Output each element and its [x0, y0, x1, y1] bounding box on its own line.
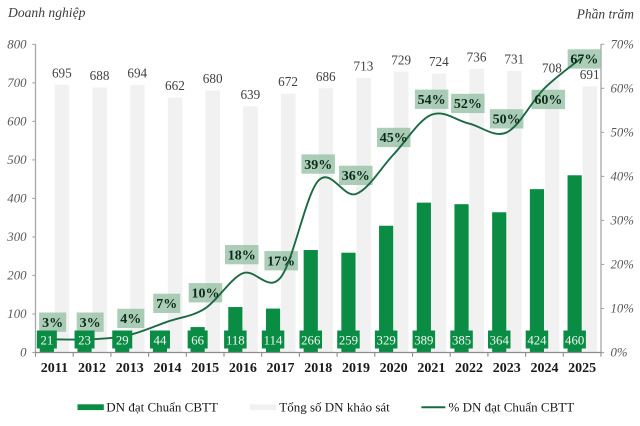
svg-text:2025: 2025	[568, 361, 596, 376]
svg-text:2018: 2018	[304, 361, 332, 376]
svg-text:2012: 2012	[78, 361, 106, 376]
svg-text:2022: 2022	[455, 361, 483, 376]
svg-text:259: 259	[339, 333, 358, 347]
svg-text:118: 118	[226, 333, 245, 347]
svg-text:Doanh nghiệp: Doanh nghiệp	[7, 5, 86, 20]
svg-text:50%: 50%	[493, 113, 521, 128]
svg-text:Tổng số DN khảo sát: Tổng số DN khảo sát	[279, 400, 390, 415]
svg-text:729: 729	[391, 52, 411, 67]
svg-text:70%: 70%	[611, 38, 634, 52]
svg-text:21: 21	[40, 333, 53, 347]
svg-text:2016: 2016	[229, 361, 257, 376]
svg-text:44: 44	[154, 333, 167, 347]
svg-text:672: 672	[278, 74, 298, 89]
svg-text:39%: 39%	[304, 158, 332, 173]
svg-text:2011: 2011	[41, 361, 68, 376]
svg-text:731: 731	[504, 51, 524, 66]
svg-text:364: 364	[490, 333, 510, 347]
svg-text:266: 266	[301, 333, 321, 347]
svg-text:23: 23	[78, 333, 91, 347]
svg-text:600: 600	[7, 115, 27, 129]
svg-text:2013: 2013	[116, 361, 144, 376]
svg-text:708: 708	[542, 60, 562, 75]
svg-text:36%: 36%	[342, 169, 370, 184]
svg-text:2015: 2015	[191, 361, 219, 376]
svg-text:17%: 17%	[267, 255, 295, 270]
svg-text:2014: 2014	[153, 361, 181, 376]
svg-text:10%: 10%	[191, 287, 219, 302]
svg-text:DN đạt Chuẩn CBTT: DN đạt Chuẩn CBTT	[106, 400, 218, 415]
svg-text:60%: 60%	[534, 93, 562, 108]
svg-text:389: 389	[414, 333, 433, 347]
svg-text:736: 736	[467, 50, 487, 65]
svg-text:52%: 52%	[454, 97, 482, 112]
svg-text:2020: 2020	[380, 361, 408, 376]
svg-text:100: 100	[7, 307, 27, 321]
svg-text:29: 29	[116, 333, 129, 347]
svg-text:2019: 2019	[342, 361, 370, 376]
svg-text:662: 662	[165, 78, 185, 93]
svg-text:67%: 67%	[570, 53, 598, 68]
svg-text:329: 329	[377, 333, 396, 347]
svg-text:2024: 2024	[530, 361, 558, 376]
svg-text:500: 500	[7, 153, 27, 167]
svg-text:694: 694	[127, 66, 147, 81]
svg-text:Phần trăm: Phần trăm	[576, 7, 635, 22]
svg-text:2023: 2023	[493, 361, 521, 376]
svg-text:54%: 54%	[418, 93, 446, 108]
svg-text:% DN đạt Chuẩn CBTT: % DN đạt Chuẩn CBTT	[449, 400, 575, 415]
svg-text:40%: 40%	[611, 170, 634, 184]
svg-text:66: 66	[191, 333, 204, 347]
svg-text:691: 691	[580, 67, 600, 82]
svg-text:45%: 45%	[380, 131, 408, 146]
svg-text:680: 680	[203, 71, 223, 86]
svg-text:724: 724	[429, 54, 449, 69]
svg-text:30%: 30%	[610, 214, 634, 228]
svg-text:18%: 18%	[228, 248, 256, 263]
svg-text:3%: 3%	[42, 316, 63, 331]
svg-text:200: 200	[7, 269, 27, 283]
svg-text:7%: 7%	[156, 297, 177, 312]
svg-text:713: 713	[354, 58, 374, 73]
svg-text:2021: 2021	[417, 361, 445, 376]
svg-text:114: 114	[264, 333, 283, 347]
svg-text:300: 300	[6, 230, 27, 244]
svg-text:688: 688	[90, 68, 110, 83]
svg-text:686: 686	[316, 69, 336, 84]
svg-text:0: 0	[20, 346, 27, 360]
svg-text:0%: 0%	[611, 346, 628, 360]
svg-text:695: 695	[52, 65, 72, 80]
svg-text:460: 460	[565, 333, 584, 347]
svg-text:60%: 60%	[611, 82, 634, 96]
svg-text:4%: 4%	[120, 312, 141, 327]
svg-text:2017: 2017	[267, 361, 295, 376]
svg-text:700: 700	[7, 76, 27, 90]
svg-text:424: 424	[527, 333, 547, 347]
svg-text:50%: 50%	[611, 126, 634, 140]
svg-text:800: 800	[7, 38, 27, 52]
svg-text:20%: 20%	[611, 258, 634, 272]
svg-text:639: 639	[240, 87, 260, 102]
svg-text:400: 400	[7, 192, 27, 206]
svg-text:3%: 3%	[80, 316, 101, 331]
svg-text:385: 385	[452, 333, 471, 347]
svg-text:10%: 10%	[611, 302, 634, 316]
